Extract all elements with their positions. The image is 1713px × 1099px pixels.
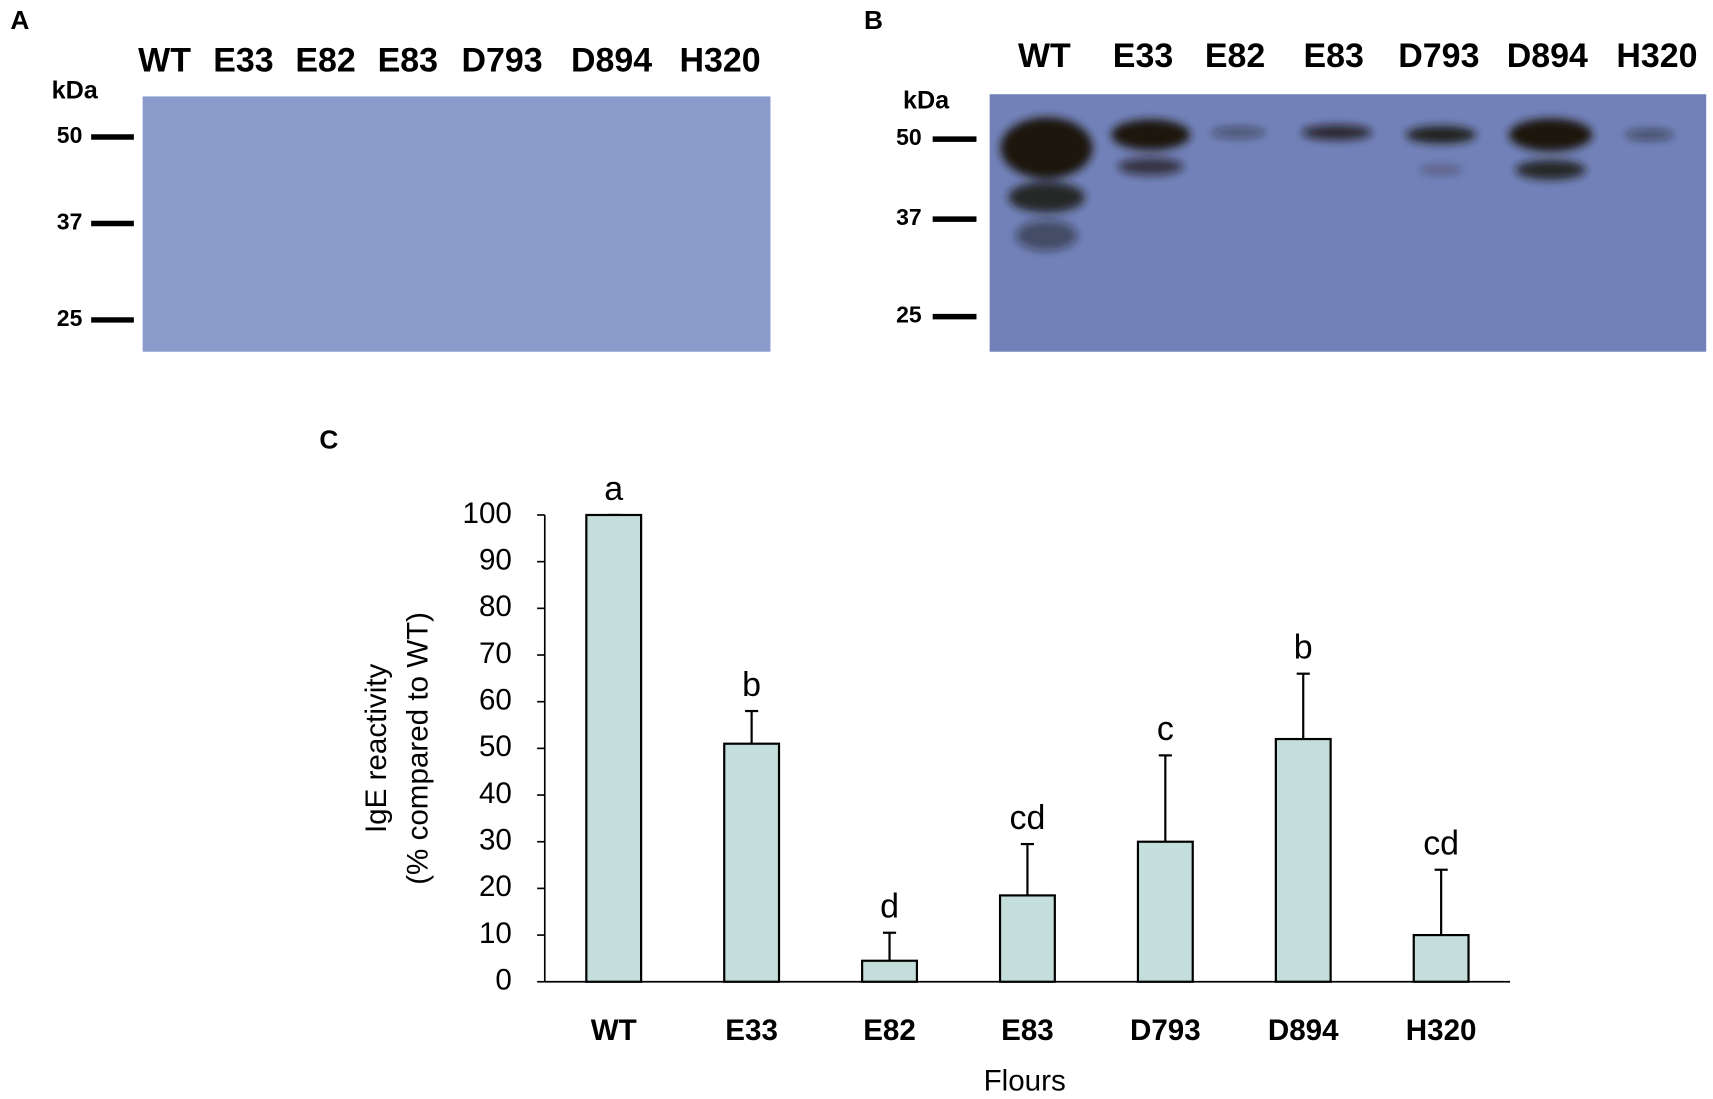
marker-label: 25 — [896, 302, 922, 328]
marker-label: 50 — [896, 124, 922, 150]
unit-label: kDa — [52, 77, 99, 105]
x-tick-label: H320 — [1406, 1014, 1477, 1047]
lane-label: E83 — [378, 41, 438, 79]
lane-label: WT — [138, 41, 191, 79]
bar — [1274, 737, 1332, 983]
lane-label: D894 — [1507, 37, 1588, 75]
y-axis-title: IgE reactivity — [360, 664, 393, 834]
blot-b-bands — [1000, 117, 1674, 251]
lane-label: WT — [1018, 37, 1071, 75]
marker-label: 37 — [896, 204, 922, 230]
lane-label: E33 — [1113, 37, 1173, 75]
bar — [1412, 933, 1470, 983]
x-tick-label: E83 — [1001, 1014, 1054, 1047]
y-tick-label: 30 — [479, 824, 512, 857]
lane-label: H320 — [1616, 37, 1697, 75]
unit-label: kDa — [903, 87, 950, 115]
significance-letter: d — [880, 888, 899, 926]
panel-label: C — [319, 425, 338, 455]
y-tick-label: 60 — [479, 684, 512, 717]
y-tick-label: 20 — [479, 870, 512, 903]
significance-letter: b — [742, 666, 761, 704]
lane-label: D793 — [1398, 37, 1479, 75]
lane-label: E33 — [213, 41, 273, 79]
x-tick-label: WT — [591, 1014, 637, 1047]
y-axis-title: (% compared to WT) — [402, 612, 435, 885]
y-tick-label: 90 — [479, 543, 512, 576]
significance-letter: c — [1157, 710, 1174, 748]
y-tick-label: 0 — [495, 964, 511, 997]
lane-label: D793 — [461, 41, 542, 79]
y-tick-label: 70 — [479, 637, 512, 670]
x-tick-label: D894 — [1268, 1014, 1339, 1047]
significance-letter: cd — [1009, 799, 1045, 837]
y-tick-label: 40 — [479, 777, 512, 810]
blot-a-membrane — [142, 96, 771, 352]
x-tick-label: D793 — [1130, 1014, 1201, 1047]
x-axis-title: Flours — [984, 1064, 1066, 1097]
lane-label: E82 — [295, 41, 355, 79]
lane-label: E82 — [1205, 37, 1265, 75]
x-tick-label: E33 — [725, 1014, 778, 1047]
bar — [998, 894, 1056, 983]
marker-label: 37 — [57, 209, 83, 235]
lane-label: H320 — [679, 41, 760, 79]
y-tick-label: 50 — [479, 730, 512, 763]
bar — [861, 959, 919, 983]
x-tick-label: E82 — [863, 1014, 916, 1047]
y-tick-label: 80 — [479, 590, 512, 623]
lane-label: D894 — [571, 41, 652, 79]
significance-letter: a — [604, 470, 623, 508]
panel-label: B — [864, 5, 883, 35]
marker-label: 25 — [57, 305, 83, 331]
panel-label: A — [10, 5, 29, 35]
bar — [585, 513, 643, 983]
y-tick-label: 10 — [479, 917, 512, 950]
bar — [723, 742, 781, 983]
bar — [1136, 840, 1194, 983]
y-tick-label: 100 — [463, 497, 512, 530]
significance-letter: b — [1294, 629, 1313, 667]
lane-label: E83 — [1303, 37, 1363, 75]
significance-letter: cd — [1423, 825, 1459, 863]
marker-label: 50 — [57, 122, 83, 148]
